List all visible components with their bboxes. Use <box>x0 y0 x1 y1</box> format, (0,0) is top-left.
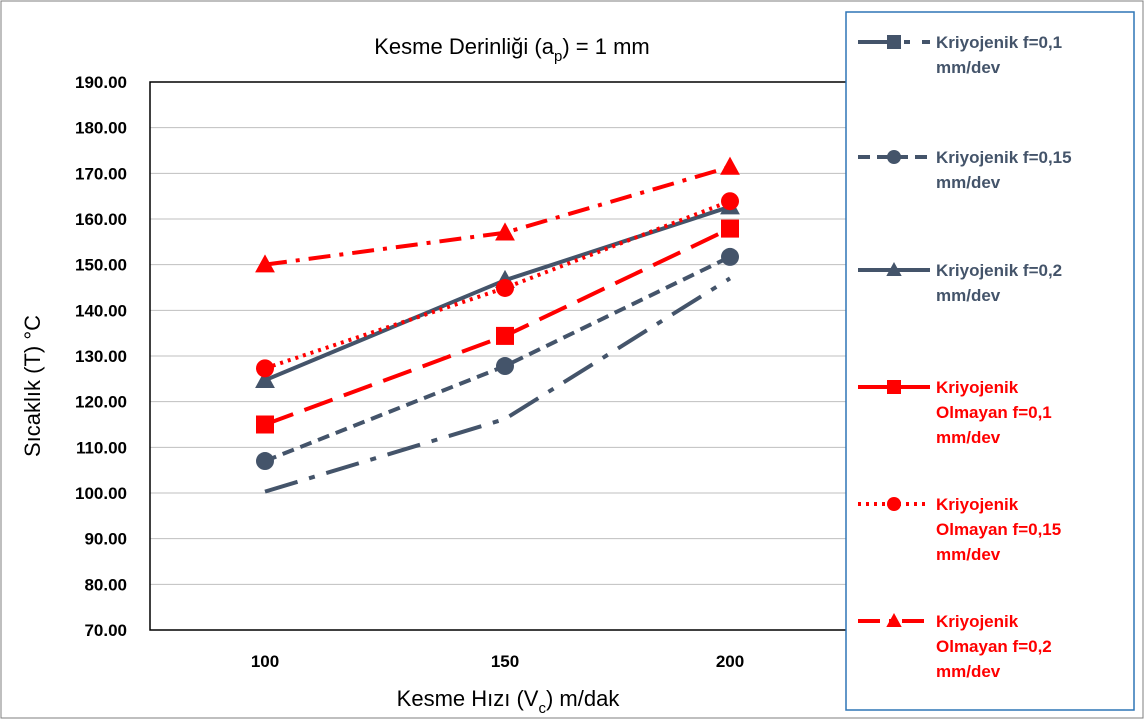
data-point-3 <box>255 369 275 388</box>
legend-label-5: Olmayan f=0,15 <box>936 520 1061 539</box>
legend-label-2: mm/dev <box>936 173 1001 192</box>
series-line-1 <box>264 276 732 494</box>
legend-marker-2 <box>887 150 901 164</box>
data-point-6 <box>495 222 515 241</box>
data-point-6 <box>255 254 275 273</box>
data-point-2 <box>496 357 514 376</box>
y-tick-label: 190.00 <box>75 73 127 92</box>
legend-label-5: mm/dev <box>936 545 1001 564</box>
legend-marker-5 <box>887 497 901 511</box>
legend-label-6: Kriyojenik <box>936 612 1019 631</box>
x-tick-label: 200 <box>716 652 744 671</box>
x-axis-tick-labels: 100 150 200 <box>251 652 744 671</box>
y-tick-label: 160.00 <box>75 210 127 229</box>
y-tick-label: 120.00 <box>75 393 127 412</box>
legend-label-3: mm/dev <box>936 286 1001 305</box>
data-point-6 <box>720 156 740 175</box>
y-tick-label: 130.00 <box>75 347 127 366</box>
legend-label-1: mm/dev <box>936 58 1001 77</box>
y-tick-label: 110.00 <box>76 438 127 457</box>
legend-label-4: mm/dev <box>936 428 1001 447</box>
legend-label-4: Olmayan f=0,1 <box>936 403 1052 422</box>
y-axis-title: Sıcaklık (T) °C <box>20 315 45 457</box>
y-tick-label: 150.00 <box>75 256 127 275</box>
legend-label-6: Olmayan f=0,2 <box>936 637 1052 656</box>
legend-label-4: Kriyojenik <box>936 378 1019 397</box>
chart-title-subscript: p <box>554 48 562 65</box>
y-tick-label: 80.00 <box>84 575 127 594</box>
legend-label-3: Kriyojenik f=0,2 <box>936 261 1062 280</box>
legend-box <box>845 11 1135 711</box>
data-point-2 <box>721 247 739 266</box>
data-point-5 <box>721 192 739 211</box>
series-markers <box>255 156 740 471</box>
y-tick-label: 90.00 <box>84 530 127 549</box>
x-tick-label: 100 <box>251 652 279 671</box>
legend-label-2: Kriyojenik f=0,15 <box>936 148 1072 167</box>
data-point-4 <box>256 415 274 434</box>
legend: Kriyojenik f=0,1 mm/dev Kriyojenik f=0,15 m… <box>858 33 1072 681</box>
legend-marker-3 <box>886 261 902 277</box>
y-tick-label: 140.00 <box>75 301 127 320</box>
data-point-4 <box>496 326 514 345</box>
y-tick-label: 170.00 <box>75 164 127 183</box>
x-tick-label: 150 <box>491 652 519 671</box>
legend-label-5: Kriyojenik <box>936 495 1019 514</box>
x-axis-title: Kesme Hızı (Vc) m/dak <box>397 686 621 717</box>
y-tick-label: 180.00 <box>75 119 127 138</box>
chart-title: Kesme Derinliği (ap) = 1 mm <box>374 34 649 65</box>
legend-marker-1 <box>887 35 901 49</box>
y-axis-tick-labels: 70.00 80.00 90.00 100.00 110.00 120.00 130.00 1… <box>75 73 127 640</box>
x-axis-title-subscript: c <box>538 700 546 717</box>
y-tick-label: 70.00 <box>84 621 127 640</box>
data-point-5 <box>496 278 514 297</box>
data-point-2 <box>256 452 274 471</box>
legend-marker-4 <box>887 380 901 394</box>
legend-label-1: Kriyojenik f=0,1 <box>936 33 1062 52</box>
data-point-4 <box>721 219 739 238</box>
data-point-5 <box>256 359 274 378</box>
series-line-6 <box>264 165 731 267</box>
legend-label-6: mm/dev <box>936 662 1001 681</box>
y-tick-label: 100.00 <box>75 484 127 503</box>
legend-marker-6 <box>886 612 902 628</box>
